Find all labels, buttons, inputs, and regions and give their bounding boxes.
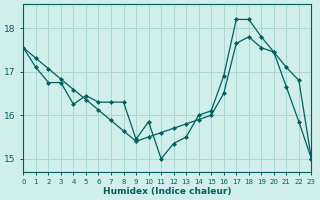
X-axis label: Humidex (Indice chaleur): Humidex (Indice chaleur): [103, 187, 232, 196]
